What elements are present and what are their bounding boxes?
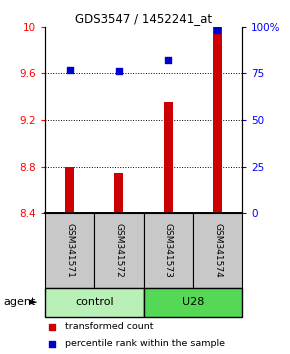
Point (215, 28, 220, 33)
Bar (144, 213, 193, 288)
Text: GSM341574: GSM341574 (213, 223, 222, 278)
Bar (213, 27, 222, 213)
Point (50, 324, 55, 330)
Bar (45, 213, 94, 288)
Text: GSM341571: GSM341571 (65, 223, 74, 278)
Bar (193, 213, 242, 288)
Text: GSM341572: GSM341572 (114, 223, 124, 278)
Text: ►: ► (29, 297, 38, 307)
Text: U28: U28 (182, 297, 204, 307)
Bar (115, 172, 123, 213)
Text: agent: agent (3, 297, 35, 307)
Point (166, 57, 171, 63)
Bar (45, 288, 144, 317)
Text: GSM341573: GSM341573 (164, 223, 173, 278)
Text: control: control (75, 297, 114, 307)
Bar (94, 213, 144, 288)
Title: GDS3547 / 1452241_at: GDS3547 / 1452241_at (75, 12, 212, 25)
Bar (144, 288, 242, 317)
Text: percentile rank within the sample: percentile rank within the sample (65, 339, 224, 348)
Point (117, 69, 121, 74)
Point (67, 67, 72, 72)
Point (50, 341, 55, 347)
Bar (65, 167, 74, 213)
Text: transformed count: transformed count (65, 322, 153, 331)
Bar (164, 102, 173, 213)
